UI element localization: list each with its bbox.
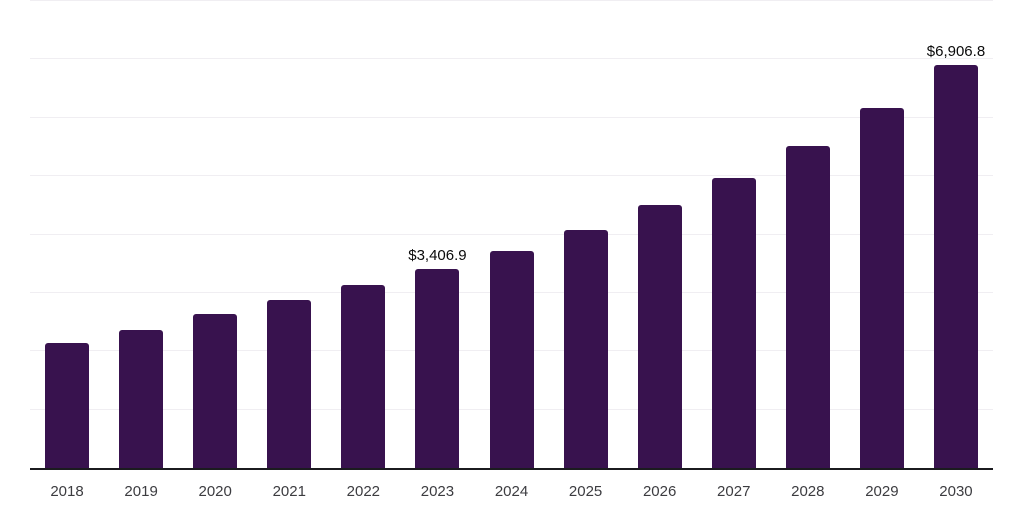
bar-slot-2025 [549,1,623,468]
x-tick-label-2021: 2021 [272,483,306,500]
bar-2027[interactable] [711,178,756,468]
bar-2021[interactable] [267,300,312,468]
plot-area: $3,406.9 $6,906.8 [30,0,993,468]
x-tick-label-2020: 2020 [198,483,232,500]
bar-slot-2019 [104,1,178,468]
bars-container: $3,406.9 $6,906.8 [30,1,993,468]
gridline [30,175,993,177]
bar-slot-2026 [623,1,697,468]
bar-slot-2027 [697,1,771,468]
x-axis-line [30,468,993,470]
x-tick-label-2026: 2026 [642,483,677,500]
x-tick-label-2019: 2019 [124,483,158,500]
x-tick-label-2024: 2024 [494,483,529,500]
x-tick-label-2022: 2022 [346,483,381,500]
bar-slot-2028 [771,1,845,468]
bar-2018[interactable] [45,343,90,468]
x-tick-label-2023: 2023 [420,483,455,500]
bar-2023[interactable] [415,269,460,468]
x-tick-label-2025: 2025 [568,483,603,500]
bar-2026[interactable] [637,205,682,468]
bar-2029[interactable] [859,108,904,468]
bar-slot-2022 [326,1,400,468]
bar-slot-2018 [30,1,104,468]
bar-2028[interactable] [785,146,830,468]
bar-2019[interactable] [119,329,164,468]
bar-slot-2030: $6,906.8 [919,1,993,468]
x-axis-tick-labels: 2018 2019 2020 2021 2022 2023 2024 2025 2026 2027… [30,484,993,499]
bar-value-label-2030: $6,906.8 [926,42,986,60]
x-tick-label-2018: 2018 [50,483,84,500]
bar-slot-2024 [474,1,548,468]
gridline [30,0,993,1]
bar-slot-2020 [178,1,252,468]
bar-2022[interactable] [341,284,386,468]
x-tick-label-2027: 2027 [717,483,751,500]
gridline [30,58,993,60]
bar-2025[interactable] [563,229,608,468]
bar-2024[interactable] [489,250,534,468]
gridline [30,233,993,235]
bar-2030[interactable] [933,64,978,468]
bar-slot-2021 [252,1,326,468]
bar-slot-2029 [845,1,919,468]
x-tick-label-2030: 2030 [939,483,973,500]
gridline [30,116,993,118]
bar-slot-2023: $3,406.9 [400,1,474,468]
x-tick-label-2028: 2028 [791,483,825,500]
bar-2020[interactable] [193,314,238,468]
bar-value-label-2023: $3,406.9 [408,247,467,265]
x-tick-label-2029: 2029 [865,483,899,500]
